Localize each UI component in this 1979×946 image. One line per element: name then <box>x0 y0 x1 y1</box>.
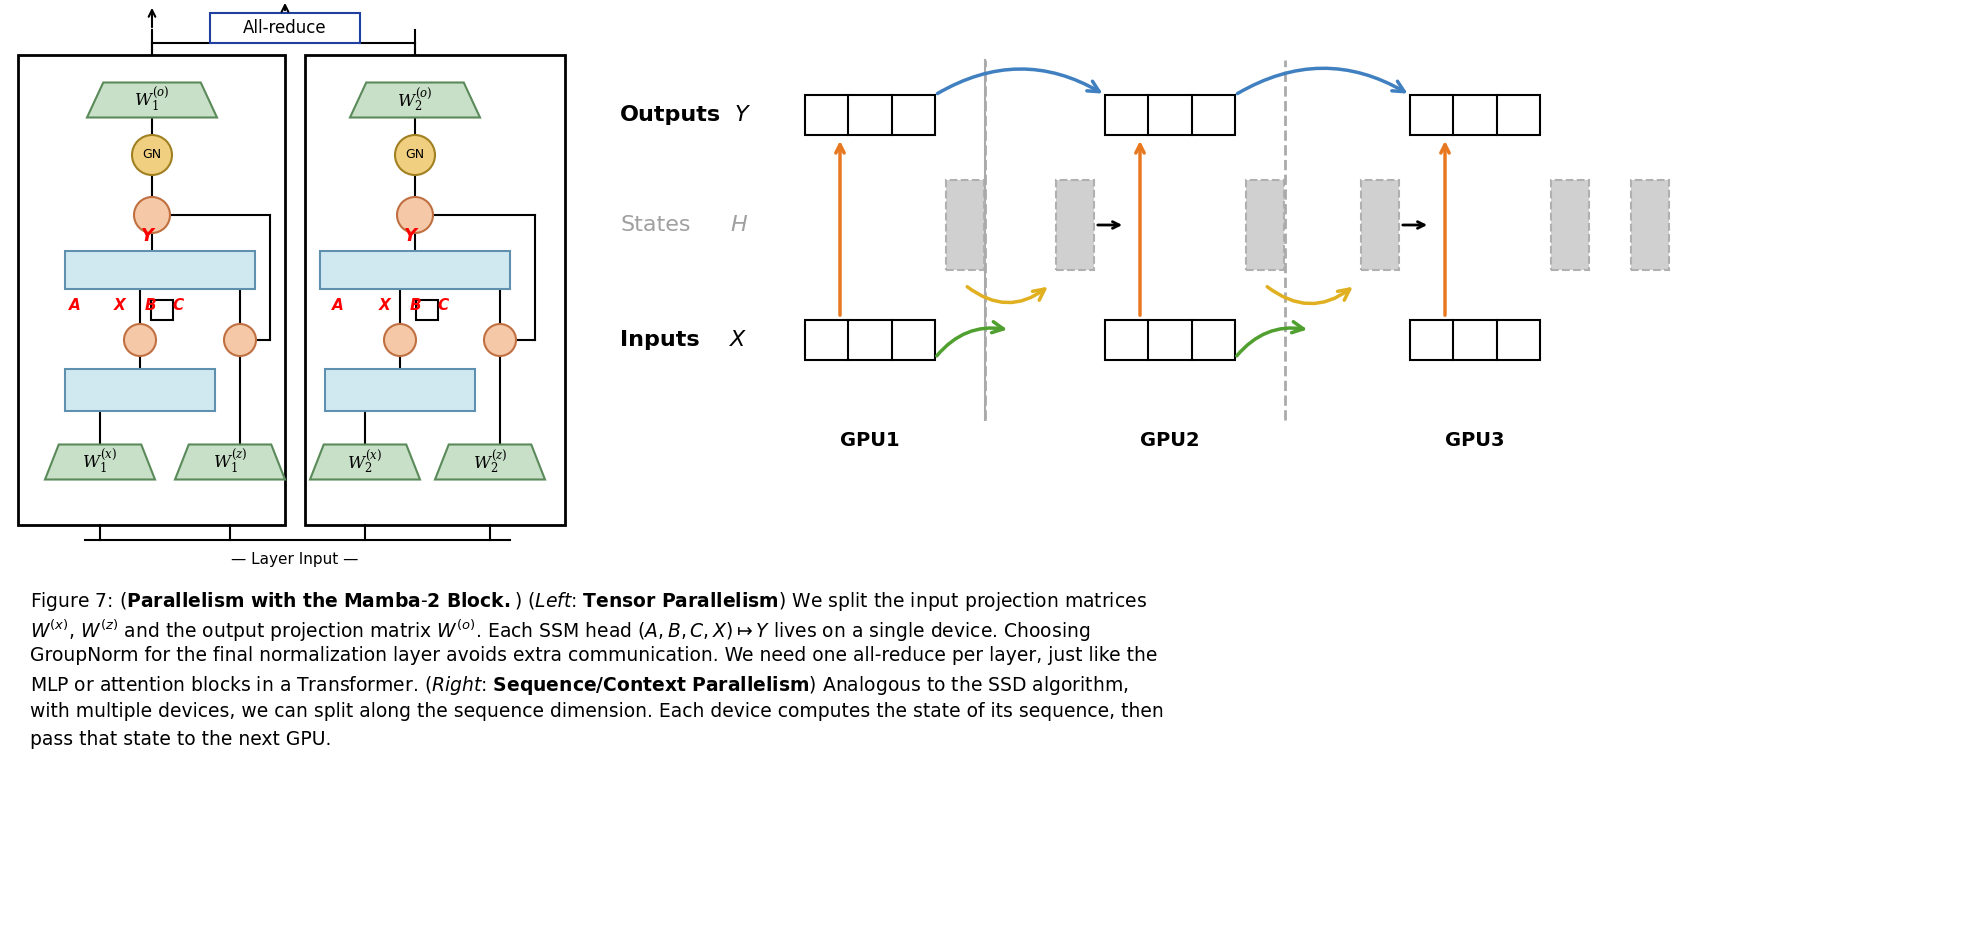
Bar <box>1631 180 1668 270</box>
Bar <box>1104 95 1235 135</box>
Bar <box>946 180 984 270</box>
FancyBboxPatch shape <box>321 251 511 289</box>
Text: Y: Y <box>141 227 154 245</box>
Text: $W_1^{(z)}$: $W_1^{(z)}$ <box>212 448 247 476</box>
Bar <box>1362 180 1399 270</box>
Text: $W^{(x)}$, $W^{(z)}$ and the output projection matrix $W^{(o)}$. Each SSM head $: $W^{(x)}$, $W^{(z)}$ and the output proj… <box>30 618 1090 644</box>
FancyBboxPatch shape <box>150 300 172 320</box>
Circle shape <box>125 324 156 356</box>
Text: Inputs: Inputs <box>619 330 701 350</box>
Circle shape <box>135 197 170 233</box>
Circle shape <box>485 324 517 356</box>
Circle shape <box>224 324 255 356</box>
Polygon shape <box>435 445 544 480</box>
FancyBboxPatch shape <box>65 369 216 411</box>
Bar <box>18 55 285 525</box>
Bar <box>805 320 934 360</box>
Text: X: X <box>115 298 127 313</box>
Polygon shape <box>174 445 285 480</box>
Bar <box>805 95 934 135</box>
Text: $W_2^{(o)}$: $W_2^{(o)}$ <box>398 86 433 114</box>
Text: B: B <box>410 298 422 313</box>
FancyBboxPatch shape <box>65 251 255 289</box>
Bar <box>1409 320 1540 360</box>
Text: X: X <box>380 298 392 313</box>
Polygon shape <box>46 445 154 480</box>
Text: GN: GN <box>406 149 425 162</box>
Text: A: A <box>69 298 81 313</box>
Circle shape <box>396 135 435 175</box>
Text: C: C <box>172 298 184 313</box>
Text: All-reduce: All-reduce <box>243 19 327 37</box>
FancyBboxPatch shape <box>325 369 475 411</box>
Text: GPU3: GPU3 <box>1445 430 1504 449</box>
Text: $W_2^{(x)}$: $W_2^{(x)}$ <box>348 448 382 476</box>
Text: GPU1: GPU1 <box>841 430 900 449</box>
Text: A: A <box>332 298 344 313</box>
Text: with multiple devices, we can split along the sequence dimension. Each device co: with multiple devices, we can split alon… <box>30 702 1164 721</box>
Polygon shape <box>350 82 481 117</box>
Bar <box>1247 180 1284 270</box>
FancyBboxPatch shape <box>210 13 360 43</box>
Text: pass that state to the next GPU.: pass that state to the next GPU. <box>30 730 330 749</box>
Text: C: C <box>437 298 449 313</box>
Circle shape <box>133 135 172 175</box>
Bar <box>1552 180 1589 270</box>
Text: X: X <box>730 330 746 350</box>
Text: GN: GN <box>142 149 162 162</box>
Text: GPU2: GPU2 <box>1140 430 1199 449</box>
Text: Outputs: Outputs <box>619 105 720 125</box>
Bar <box>1057 180 1094 270</box>
Text: States: States <box>619 215 691 235</box>
Polygon shape <box>87 82 218 117</box>
Text: — Layer Input —: — Layer Input — <box>232 552 358 567</box>
Text: MLP or attention blocks in a Transformer. ($\it{Right}$: $\bf{Sequence/Context\ : MLP or attention blocks in a Transformer… <box>30 674 1128 697</box>
Polygon shape <box>311 445 420 480</box>
Text: B: B <box>144 298 156 313</box>
Text: $W_1^{(x)}$: $W_1^{(x)}$ <box>83 448 117 476</box>
Circle shape <box>398 197 433 233</box>
Circle shape <box>384 324 416 356</box>
Text: Y: Y <box>734 105 748 125</box>
Text: Figure 7: ($\bf{Parallelism\ with\ the\ Mamba\text{-}2\ Block.}$) ($\it{Left}$: : Figure 7: ($\bf{Parallelism\ with\ the\ … <box>30 590 1148 613</box>
FancyBboxPatch shape <box>416 300 437 320</box>
Text: $W_2^{(z)}$: $W_2^{(z)}$ <box>473 448 507 476</box>
Text: GroupNorm for the final normalization layer avoids extra communication. We need : GroupNorm for the final normalization la… <box>30 646 1158 665</box>
Bar <box>1104 320 1235 360</box>
Text: Y: Y <box>404 227 416 245</box>
Bar <box>305 55 564 525</box>
Bar <box>1409 95 1540 135</box>
Text: $W_1^{(o)}$: $W_1^{(o)}$ <box>135 86 170 114</box>
Text: H: H <box>730 215 746 235</box>
